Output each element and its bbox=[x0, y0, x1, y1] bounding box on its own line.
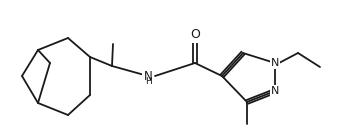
Text: N: N bbox=[271, 58, 279, 68]
Text: N: N bbox=[144, 70, 153, 83]
Text: H: H bbox=[145, 77, 152, 86]
Text: N: N bbox=[271, 86, 279, 96]
Text: O: O bbox=[190, 28, 200, 42]
